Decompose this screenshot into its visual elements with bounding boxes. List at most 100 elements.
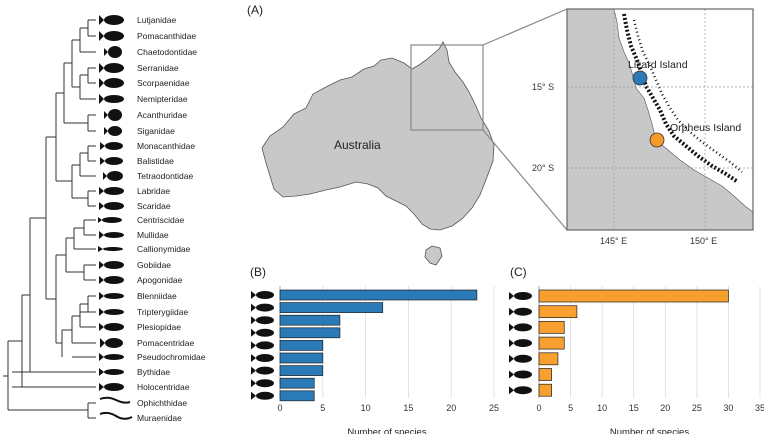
x-tick-label: 25 (692, 403, 702, 413)
site-label-orpheus-island: Orpheus Island (670, 122, 741, 134)
family-label: Siganidae (137, 126, 175, 136)
family-label: Centriscidae (137, 215, 185, 225)
x-tick-label: 30 (723, 403, 733, 413)
fish-tail-icon (509, 386, 514, 395)
fish-icon (256, 303, 274, 312)
x-tick-label: 10 (597, 403, 607, 413)
fish-tail-icon (251, 354, 256, 362)
family-label: Ophichthidae (137, 398, 187, 408)
bar-chart-c: 0 5 10 15 20 25 30 35 Number of species (509, 286, 764, 434)
fish-tail-icon (251, 366, 256, 375)
fish-icon (256, 391, 274, 400)
x-tick-label: 25 (489, 403, 499, 413)
x-tick-label: 10 (361, 403, 371, 413)
bar (538, 352, 559, 366)
x-tick-label: 35 (755, 403, 764, 413)
family-label: Mullidae (137, 230, 169, 240)
australia-mainland (261, 41, 495, 231)
family-label: Nemipteridae (137, 94, 188, 104)
bar (279, 377, 315, 389)
family-label: Pomacentridae (137, 338, 194, 348)
bar (279, 352, 324, 364)
family-label: Callionymidae (137, 244, 191, 254)
fish-tail-icon (509, 370, 514, 379)
bar (279, 365, 324, 376)
panel-label-a: (A) (247, 3, 263, 17)
tasmania (424, 245, 443, 266)
x-tick-label: 0 (277, 403, 282, 413)
inset-connector-bottom (482, 129, 568, 231)
family-label: Scorpaenidae (137, 78, 190, 88)
bar (279, 340, 324, 351)
fish-tail-icon (509, 307, 514, 316)
family-label: Gobiidae (137, 260, 171, 270)
family-label: Chaetodontidae (137, 47, 197, 57)
inset-connector-top (482, 8, 568, 46)
fish-tail-icon (509, 323, 514, 332)
family-label: Plesiopidae (137, 322, 181, 332)
fish-icon (514, 339, 532, 348)
fish-icon (514, 370, 532, 379)
fish-icon (256, 366, 274, 375)
x-tick-label: 15 (403, 403, 413, 413)
lon-label-145e: 145° E (600, 236, 627, 246)
fish-tail-icon (251, 291, 256, 299)
x-tick-label: 15 (629, 403, 639, 413)
fish-tail-icon (509, 339, 514, 348)
eel-silhouettes (99, 396, 133, 420)
phylogenetic-tree (3, 19, 96, 419)
bar (538, 289, 729, 303)
inset-frame (566, 8, 754, 231)
inset-selection-box (410, 44, 484, 131)
fish-icon (256, 316, 274, 325)
family-labels: Lutjanidae Pomacanthidae Chaetodontidae … (137, 15, 206, 423)
x-tick-label: 5 (568, 403, 573, 413)
bar (279, 302, 384, 313)
x-tick-label: 20 (446, 403, 456, 413)
fish-icon (256, 291, 274, 299)
family-label: Labridae (137, 186, 170, 196)
fish-icon (256, 341, 274, 350)
fish-tail-icon (251, 316, 256, 325)
reef-belt (622, 13, 740, 184)
x-axis-label: Number of species (347, 427, 426, 434)
fish-tail-icon (509, 292, 514, 300)
fish-silhouettes (98, 15, 124, 391)
fish-icon (256, 328, 274, 337)
bar (279, 327, 341, 339)
family-label: Acanthuridae (137, 110, 187, 120)
fish-icon (514, 354, 532, 363)
family-label: Pseudochromidae (137, 352, 206, 362)
site-label-lizard-island: Lizard Island (628, 59, 688, 71)
fish-tail-icon (509, 354, 514, 363)
family-label: Muraenidae (137, 413, 182, 423)
fish-icon (514, 292, 532, 300)
bar (279, 289, 478, 301)
fish-tail-icon (251, 379, 256, 388)
x-tick-label: 0 (536, 403, 541, 413)
family-label: Blenniidae (137, 291, 177, 301)
lat-label-15s: 15° S (532, 82, 554, 92)
fish-tail-icon (251, 303, 256, 312)
inset-map (567, 9, 753, 230)
bar (538, 336, 565, 350)
family-label: Pomacanthidae (137, 31, 196, 41)
fish-icon (256, 354, 274, 362)
family-label: Lutjanidae (137, 15, 177, 25)
bar (538, 321, 565, 334)
family-label: Holocentridae (137, 382, 190, 392)
site-marker-lizard-island (632, 70, 648, 86)
bar (279, 390, 315, 402)
bar (279, 314, 341, 326)
family-label: Bythidae (137, 367, 170, 377)
x-tick-label: 20 (660, 403, 670, 413)
x-axis-label: Number of species (610, 427, 689, 434)
family-label: Tripterygiidae (137, 307, 188, 317)
family-label: Balistidae (137, 156, 174, 166)
family-label: Scaridae (137, 201, 171, 211)
family-label: Apogonidae (137, 275, 183, 285)
fish-tail-icon (251, 328, 256, 337)
family-label: Tetraodontidae (137, 171, 194, 181)
fish-icon (256, 379, 274, 388)
